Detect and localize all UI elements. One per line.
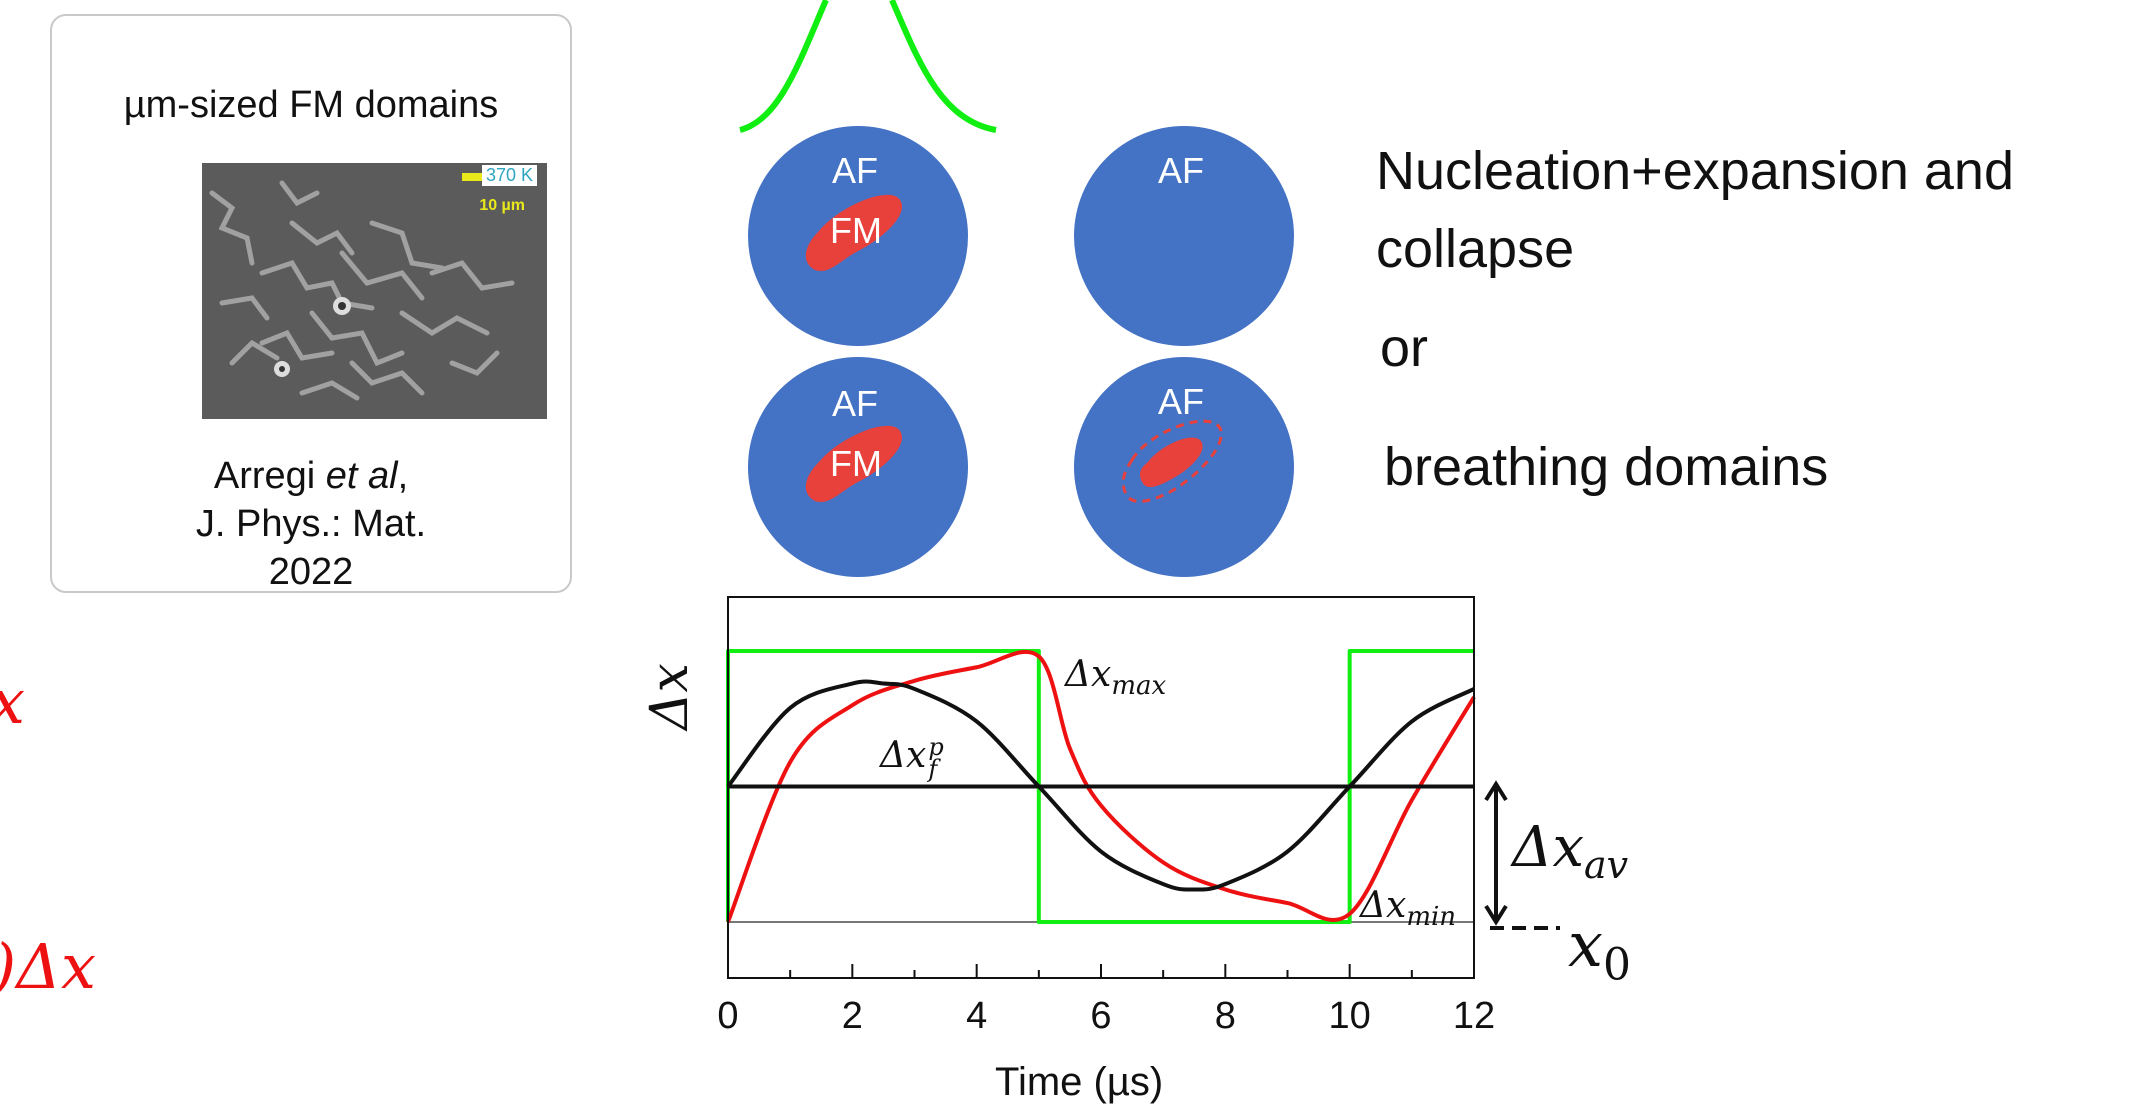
annotation-dx-max-base: Δx	[1065, 654, 1112, 695]
citation: Arregi et al, J. Phys.: Mat. 2022	[52, 452, 570, 596]
scale-temp-label: 370 K	[481, 165, 537, 186]
x-tick-label: 4	[966, 995, 987, 1037]
x-axis-label: Time (µs)	[995, 1060, 1164, 1104]
annotation-x0-sub: 0	[1602, 939, 1631, 991]
x-tick-label: 0	[717, 995, 738, 1037]
red-fragment-dx: )Δx	[0, 930, 96, 1003]
fm-domain-bottom	[805, 425, 902, 502]
annotation-dx-max: Δxmax	[1065, 654, 1166, 701]
annotation-x0: x0	[1568, 908, 1631, 990]
red-fragment-x: x	[0, 665, 25, 738]
card-title: µm-sized FM domains	[123, 84, 499, 126]
disk-label-fm-2: FM	[830, 443, 882, 484]
citation-comma: ,	[397, 455, 409, 497]
annotation-dx-av-sub: av	[1584, 843, 1629, 888]
annotation-dx-fp-sub: f	[928, 755, 938, 783]
text-collapse: collapse	[1376, 219, 1575, 279]
x-tick-label: 8	[1215, 995, 1236, 1037]
series-black-line	[726, 679, 1475, 892]
annotation-dx-min-base: Δx	[1360, 885, 1407, 926]
dx-av-arrow-head-bottom	[1484, 904, 1508, 926]
dx-av-arrow-head-top	[1484, 780, 1508, 802]
micrograph-texture	[202, 163, 547, 419]
micrograph-image: 370 K 10 µm	[202, 163, 547, 419]
disk-label-af-2: AF	[1158, 150, 1205, 191]
annotation-dx-av: Δxav	[1512, 815, 1628, 887]
x-tick-label: 6	[1090, 995, 1111, 1037]
x-tick-label: 10	[1329, 995, 1371, 1037]
annotation-dx-min-sub: min	[1406, 902, 1457, 933]
x-tick-label: 12	[1453, 995, 1495, 1037]
annotation-dx-fp: Δx p f	[880, 733, 944, 783]
gaussian-pulse	[739, 0, 997, 133]
small-fm-domain	[1140, 437, 1203, 488]
text-or: or	[1380, 318, 1429, 378]
disk-label-af-4: AF	[1158, 381, 1205, 422]
citation-etal: et al	[325, 455, 398, 497]
disk-top-right	[1074, 126, 1294, 346]
annotation-dx-fp-base: Δx	[880, 735, 927, 776]
text-breathing: breathing domains	[1384, 437, 1829, 497]
annotation-dx-fp-sup: p	[928, 733, 944, 761]
annotation-dx-min: Δxmin	[1360, 885, 1456, 932]
annotation-dx-av-base: Δx	[1512, 815, 1585, 880]
disk-label-af-3: AF	[832, 383, 879, 424]
annotation-x0-base: x	[1568, 908, 1603, 981]
y-axis-label-text: Δx	[640, 663, 700, 730]
citation-journal: J. Phys.: Mat.	[195, 503, 427, 545]
chart-ticks-group: 0 2 4 6 8 10 12	[717, 964, 1495, 1037]
citation-author: Arregi	[213, 455, 326, 497]
y-axis-label: Δx	[640, 663, 700, 730]
citation-year: 2022	[268, 551, 354, 593]
annotation-dx-max-sub: max	[1111, 671, 1167, 702]
disk-label-fm-1: FM	[830, 210, 882, 251]
text-nucleation: Nucleation+expansion and	[1376, 141, 2014, 201]
disk-label-af-1: AF	[832, 150, 879, 191]
reference-card: µm-sized FM domains	[50, 14, 572, 593]
scale-length-label: 10 µm	[479, 197, 525, 214]
x-tick-label: 2	[842, 995, 863, 1037]
fm-domain-top	[805, 194, 902, 271]
breathing-boundary	[1121, 419, 1223, 503]
series-red-line	[726, 649, 1476, 923]
